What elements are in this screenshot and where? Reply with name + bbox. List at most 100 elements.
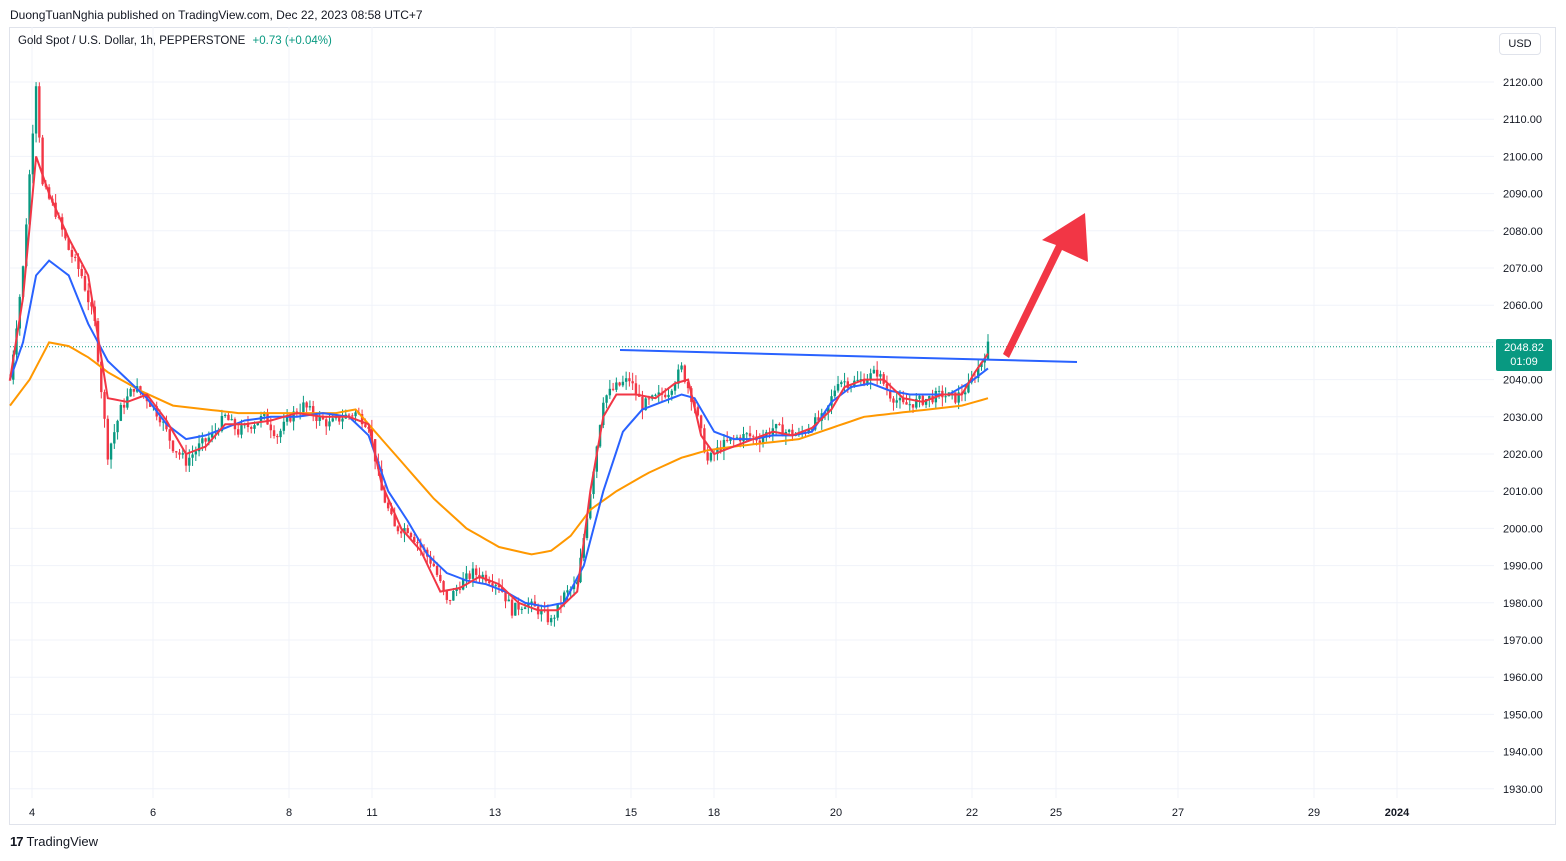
candle-body bbox=[758, 440, 761, 444]
candle-body bbox=[364, 424, 367, 427]
candle-body bbox=[673, 383, 677, 391]
candle-body bbox=[902, 397, 905, 403]
candle-body bbox=[677, 369, 680, 384]
candle-body bbox=[514, 602, 517, 616]
ema-slow-line bbox=[9, 341, 989, 556]
y-tick-label: 2010.00 bbox=[1503, 486, 1543, 498]
candle-body bbox=[67, 238, 70, 250]
y-tick-label: 2040.00 bbox=[1503, 375, 1543, 387]
candle-body bbox=[119, 404, 123, 421]
candle-body bbox=[116, 420, 119, 433]
candle-body bbox=[778, 424, 781, 426]
x-tick-label: 25 bbox=[1050, 807, 1062, 819]
candle-body bbox=[129, 388, 132, 397]
candle-body bbox=[563, 592, 566, 604]
candle-body bbox=[494, 585, 497, 587]
candle-body bbox=[696, 407, 700, 416]
candle-body bbox=[507, 599, 510, 602]
candle-body bbox=[924, 399, 928, 405]
candle-body bbox=[240, 425, 243, 435]
tradingview-logo-icon: 17 bbox=[10, 834, 24, 849]
candle-body bbox=[341, 418, 344, 422]
candle-body bbox=[628, 378, 631, 382]
candle-body bbox=[227, 414, 230, 421]
candle-body bbox=[256, 422, 259, 426]
candle-body bbox=[308, 406, 312, 408]
candle-body bbox=[602, 402, 605, 426]
y-tick-label: 1980.00 bbox=[1503, 598, 1543, 610]
candle-body bbox=[439, 574, 442, 582]
y-tick-label: 2060.00 bbox=[1503, 300, 1543, 312]
candle-body bbox=[12, 354, 15, 380]
candle-body bbox=[553, 617, 556, 619]
candle-body bbox=[644, 398, 647, 411]
candle-body bbox=[442, 581, 445, 591]
candle-body bbox=[171, 440, 175, 452]
candle-body bbox=[347, 414, 351, 416]
candle-body bbox=[631, 381, 634, 384]
candle-body bbox=[879, 374, 882, 377]
candle-body bbox=[774, 424, 778, 429]
candle-body bbox=[895, 400, 898, 403]
candle-body bbox=[354, 412, 357, 417]
candle-body bbox=[210, 432, 214, 438]
candle-body bbox=[497, 585, 501, 588]
candle-body bbox=[928, 396, 931, 400]
last-price: 2048.82 bbox=[1504, 342, 1544, 354]
candle-body bbox=[742, 434, 745, 442]
tradingview-name: TradingView bbox=[26, 834, 99, 849]
candle-body bbox=[611, 388, 615, 390]
candle-body bbox=[409, 532, 413, 538]
candle-body bbox=[64, 229, 67, 239]
y-tick-label: 2080.00 bbox=[1503, 226, 1543, 238]
candle-body bbox=[272, 430, 276, 437]
x-tick-label: 29 bbox=[1308, 807, 1320, 819]
currency-button[interactable]: USD bbox=[1499, 33, 1541, 55]
candle-body bbox=[207, 437, 211, 442]
x-tick-label: 11 bbox=[366, 807, 377, 819]
candle-body bbox=[25, 224, 28, 267]
candle-body bbox=[833, 390, 836, 397]
candle-body bbox=[716, 447, 719, 454]
ema-mid-line bbox=[9, 259, 989, 608]
x-tick-label: 27 bbox=[1172, 807, 1184, 819]
candle-body bbox=[87, 290, 90, 303]
candle-body bbox=[872, 369, 876, 374]
candle-body bbox=[843, 381, 846, 383]
y-tick-label: 2070.00 bbox=[1503, 263, 1543, 275]
candle-body bbox=[745, 433, 748, 435]
candle-body bbox=[204, 438, 207, 442]
candle-body bbox=[781, 424, 784, 437]
candle-body bbox=[654, 394, 657, 396]
x-tick-label: 15 bbox=[625, 807, 637, 819]
candle-body bbox=[817, 417, 820, 421]
y-tick-label: 2120.00 bbox=[1503, 77, 1543, 89]
x-tick-label: 4 bbox=[29, 807, 35, 819]
candle-body bbox=[641, 396, 644, 411]
candle-body bbox=[360, 414, 364, 425]
candle-body bbox=[608, 388, 612, 396]
candle-body bbox=[963, 392, 967, 395]
candle-body bbox=[576, 582, 579, 585]
candle-body bbox=[944, 396, 947, 398]
candle-body bbox=[657, 392, 660, 395]
candle-body bbox=[869, 373, 872, 381]
candle-body bbox=[840, 382, 843, 385]
candle-body bbox=[311, 406, 315, 416]
candle-body bbox=[276, 436, 279, 438]
candle-body bbox=[915, 398, 918, 408]
candle-body bbox=[351, 415, 354, 417]
candle-body bbox=[791, 429, 794, 436]
candle-body bbox=[162, 421, 165, 423]
price-change: +0.73 (+0.04%) bbox=[252, 35, 332, 47]
candle-body bbox=[911, 404, 915, 408]
candle-body bbox=[77, 257, 80, 269]
candle-body bbox=[921, 395, 924, 405]
tradingview-brand[interactable]: 17 TradingView bbox=[10, 834, 98, 849]
candle-body bbox=[814, 417, 817, 430]
candle-body bbox=[954, 392, 957, 403]
symbol-legend[interactable]: Gold Spot / U.S. Dollar, 1h, PEPPERSTONE… bbox=[18, 35, 332, 47]
candle-body bbox=[70, 249, 74, 257]
candle-body bbox=[729, 438, 732, 441]
